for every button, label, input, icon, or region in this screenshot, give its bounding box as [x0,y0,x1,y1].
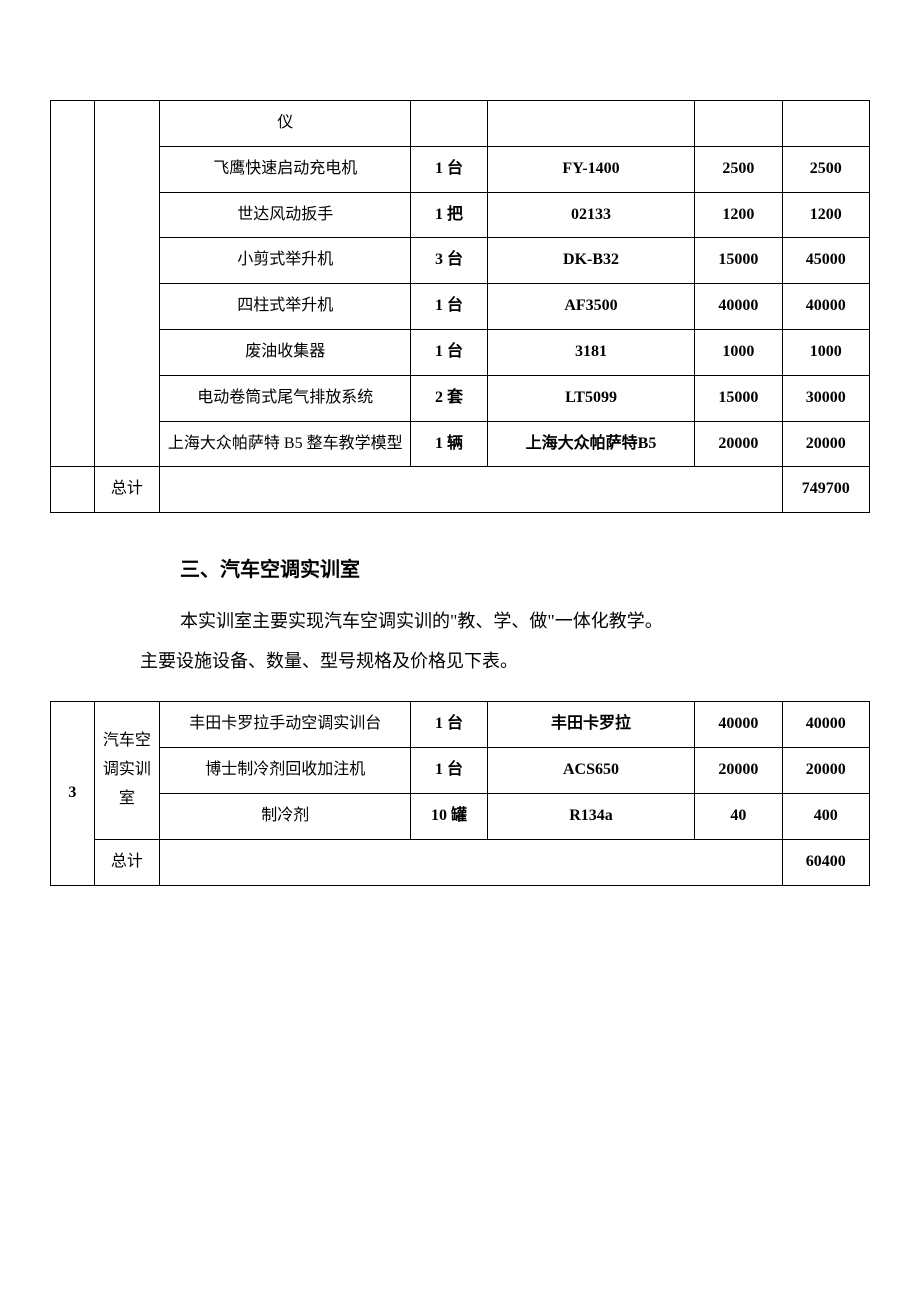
qty-cell: 3 台 [411,238,487,284]
table-row: 世达风动扳手 1 把 02133 1200 1200 [51,192,870,238]
name-cell: 飞鹰快速启动充电机 [160,146,411,192]
price-cell: 40 [695,793,782,839]
section-paragraph-2: 主要设施设备、数量、型号规格及价格见下表。 [140,642,870,682]
table-row: 废油收集器 1 台 3181 1000 1000 [51,329,870,375]
price-cell [695,101,782,147]
subtotal-cell: 40000 [782,284,869,330]
subtotal-cell: 20000 [782,748,869,794]
subtotal-cell: 2500 [782,146,869,192]
table-row: 四柱式举升机 1 台 AF3500 40000 40000 [51,284,870,330]
subtotal-cell: 1200 [782,192,869,238]
model-cell [487,101,694,147]
price-cell: 1000 [695,329,782,375]
table-row: 上海大众帕萨特 B5 整车教学模型 1 辆 上海大众帕萨特B5 20000 20… [51,421,870,467]
total-value-cell: 60400 [782,839,869,885]
price-cell: 15000 [695,238,782,284]
price-cell: 20000 [695,421,782,467]
total-idx-cell [51,467,95,513]
table-row: 飞鹰快速启动充电机 1 台 FY-1400 2500 2500 [51,146,870,192]
qty-cell: 10 罐 [411,793,487,839]
name-cell: 仪 [160,101,411,147]
index-cell [51,101,95,467]
subtotal-cell: 20000 [782,421,869,467]
qty-cell: 1 台 [411,146,487,192]
table-row: 仪 [51,101,870,147]
name-cell: 世达风动扳手 [160,192,411,238]
subtotal-cell: 30000 [782,375,869,421]
name-cell: 四柱式举升机 [160,284,411,330]
model-cell: DK-B32 [487,238,694,284]
section-heading: 三、汽车空调实训室 [180,553,870,582]
total-span-cell [160,467,782,513]
equipment-table-1: 仪 飞鹰快速启动充电机 1 台 FY-1400 2500 2500 世达风动扳手… [50,100,870,513]
total-row: 总计 60400 [51,839,870,885]
qty-cell [411,101,487,147]
model-cell: AF3500 [487,284,694,330]
model-cell: FY-1400 [487,146,694,192]
price-cell: 2500 [695,146,782,192]
model-cell: 3181 [487,329,694,375]
qty-cell: 1 把 [411,192,487,238]
section-paragraph-1: 本实训室主要实现汽车空调实训的"教、学、做"一体化教学。 [180,602,870,642]
table-row: 制冷剂 10 罐 R134a 40 400 [51,793,870,839]
price-cell: 15000 [695,375,782,421]
name-cell: 电动卷筒式尾气排放系统 [160,375,411,421]
qty-cell: 1 台 [411,702,487,748]
subtotal-cell: 1000 [782,329,869,375]
model-cell: LT5099 [487,375,694,421]
total-label-cell: 总计 [94,467,160,513]
table-row: 3 汽车空调实训室 丰田卡罗拉手动空调实训台 1 台 丰田卡罗拉 40000 4… [51,702,870,748]
qty-cell: 1 辆 [411,421,487,467]
price-cell: 1200 [695,192,782,238]
name-cell: 制冷剂 [160,793,411,839]
model-cell: ACS650 [487,748,694,794]
table-row: 博士制冷剂回收加注机 1 台 ACS650 20000 20000 [51,748,870,794]
qty-cell: 1 台 [411,329,487,375]
subtotal-cell: 400 [782,793,869,839]
table-row: 小剪式举升机 3 台 DK-B32 15000 45000 [51,238,870,284]
total-row: 总计 749700 [51,467,870,513]
model-cell: R134a [487,793,694,839]
price-cell: 40000 [695,284,782,330]
subtotal-cell [782,101,869,147]
name-cell: 博士制冷剂回收加注机 [160,748,411,794]
model-cell: 丰田卡罗拉 [487,702,694,748]
category-cell: 汽车空调实训室 [94,702,160,839]
qty-cell: 1 台 [411,748,487,794]
subtotal-cell: 40000 [782,702,869,748]
subtotal-cell: 45000 [782,238,869,284]
name-cell: 上海大众帕萨特 B5 整车教学模型 [160,421,411,467]
index-cell: 3 [51,702,95,885]
table-row: 电动卷筒式尾气排放系统 2 套 LT5099 15000 30000 [51,375,870,421]
model-cell: 上海大众帕萨特B5 [487,421,694,467]
qty-cell: 1 台 [411,284,487,330]
total-span-cell [160,839,782,885]
name-cell: 小剪式举升机 [160,238,411,284]
model-cell: 02133 [487,192,694,238]
total-label-cell: 总计 [94,839,160,885]
name-cell: 废油收集器 [160,329,411,375]
name-cell: 丰田卡罗拉手动空调实训台 [160,702,411,748]
qty-cell: 2 套 [411,375,487,421]
price-cell: 40000 [695,702,782,748]
category-cell [94,101,160,467]
total-value-cell: 749700 [782,467,869,513]
price-cell: 20000 [695,748,782,794]
equipment-table-2: 3 汽车空调实训室 丰田卡罗拉手动空调实训台 1 台 丰田卡罗拉 40000 4… [50,701,870,885]
